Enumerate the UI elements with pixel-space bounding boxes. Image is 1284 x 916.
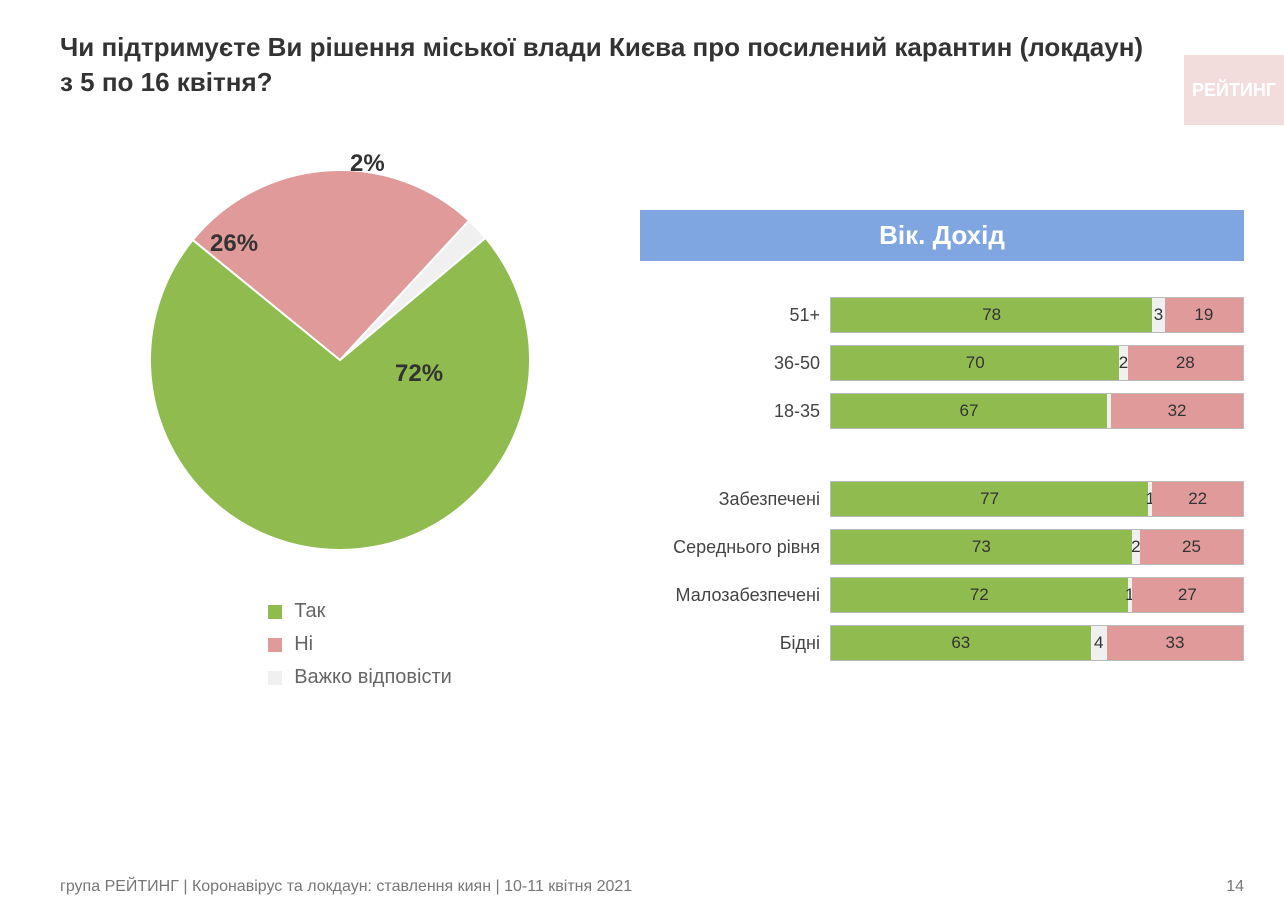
bar-row: Середнього рівня73225	[640, 529, 1244, 565]
bar-segment: 3	[1152, 298, 1164, 332]
bar-row: Бідні63433	[640, 625, 1244, 661]
bar-row-label: Бідні	[640, 633, 830, 654]
bar-track: 77122	[830, 481, 1244, 517]
bar-row-label: Забезпечені	[640, 489, 830, 510]
bar-segment: 27	[1132, 578, 1243, 612]
bar-row-label: 51+	[640, 305, 830, 326]
pie-panel: 72%26%2% ТакНіВажко відповісти	[60, 160, 620, 699]
bar-row: Забезпечені77122	[640, 481, 1244, 517]
legend-item: Важко відповісти	[268, 666, 452, 689]
bar-row-label: 36-50	[640, 353, 830, 374]
bar-row-label: 18-35	[640, 401, 830, 422]
bar-row: 36-5070228	[640, 345, 1244, 381]
slide: Чи підтримуєте Ви рішення міської влади …	[0, 0, 1284, 916]
bar-segment: 33	[1107, 626, 1243, 660]
legend-swatch	[268, 638, 282, 652]
bars-panel: Вік. Дохід 51+7831936-507022818-356732За…	[620, 160, 1244, 699]
bar-row-label: Середнього рівня	[640, 537, 830, 558]
pie-slice-label: 72%	[395, 360, 443, 388]
legend-label: Важко відповісти	[294, 666, 452, 689]
page-title: Чи підтримуєте Ви рішення міської влади …	[60, 30, 1160, 100]
footer-text: група РЕЙТИНГ | Коронавірус та локдаун: …	[60, 878, 632, 896]
bar-row-label: Малозабезпечені	[640, 585, 830, 606]
bar-segment: 70	[831, 346, 1119, 380]
legend-label: Так	[294, 600, 325, 623]
pie-legend: Так Ні Важко відповісти	[228, 590, 452, 699]
bar-segment: 72	[831, 578, 1128, 612]
bar-track: 6732	[830, 393, 1244, 429]
bar-group-gap	[640, 435, 1244, 475]
bar-row: 51+78319	[640, 297, 1244, 333]
bar-row: 18-356732	[640, 393, 1244, 429]
pie-chart: 72%26%2%	[140, 160, 540, 560]
bar-segment: 78	[831, 298, 1152, 332]
bar-segment: 73	[831, 530, 1132, 564]
legend-label: Ні	[294, 633, 313, 656]
watermark-logo: РЕЙТИНГ	[1184, 55, 1284, 125]
legend-swatch	[268, 671, 282, 685]
bar-segment: 22	[1152, 482, 1243, 516]
content-area: 72%26%2% ТакНіВажко відповісти Вік. Дохі…	[60, 160, 1244, 699]
bar-track: 63433	[830, 625, 1244, 661]
legend-item: Ні	[268, 633, 452, 656]
bar-track: 73225	[830, 529, 1244, 565]
bar-segment: 19	[1165, 298, 1243, 332]
bar-segment: 32	[1111, 394, 1243, 428]
bar-segment: 2	[1119, 346, 1127, 380]
pie-svg	[140, 160, 540, 560]
bar-track: 72127	[830, 577, 1244, 613]
bar-segment: 63	[831, 626, 1091, 660]
bar-segment: 28	[1128, 346, 1243, 380]
bar-segment: 67	[831, 394, 1107, 428]
bar-track: 78319	[830, 297, 1244, 333]
bar-segment: 2	[1132, 530, 1140, 564]
legend-swatch	[268, 605, 282, 619]
bar-track: 70228	[830, 345, 1244, 381]
bar-segment: 4	[1091, 626, 1107, 660]
bars-container: 51+7831936-507022818-356732Забезпечені77…	[640, 291, 1244, 667]
bars-banner: Вік. Дохід	[640, 210, 1244, 261]
bar-row: Малозабезпечені72127	[640, 577, 1244, 613]
bar-segment: 25	[1140, 530, 1243, 564]
footer: група РЕЙТИНГ | Коронавірус та локдаун: …	[60, 878, 1244, 896]
page-number: 14	[1226, 878, 1244, 896]
bar-segment: 77	[831, 482, 1148, 516]
pie-slice-label: 2%	[350, 150, 385, 178]
pie-slice-label: 26%	[210, 230, 258, 258]
legend-item: Так	[268, 600, 452, 623]
